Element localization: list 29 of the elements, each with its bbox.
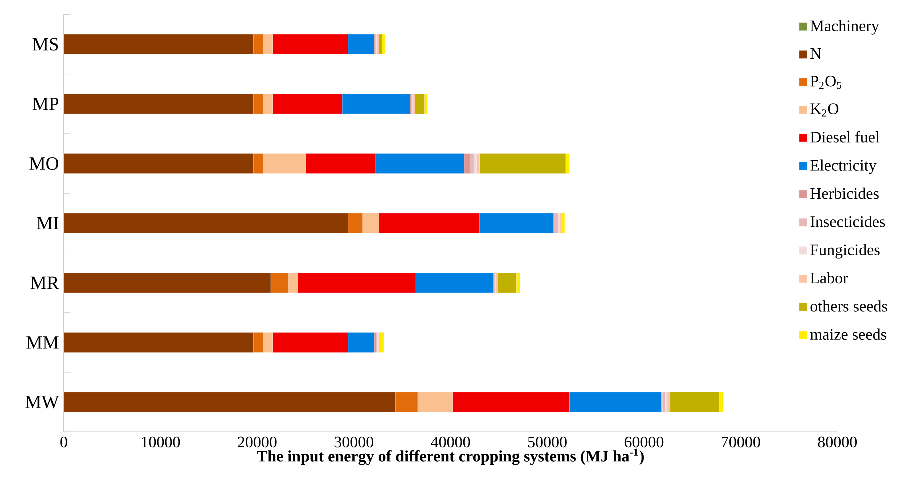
x-tick-label: 20000 — [238, 436, 277, 448]
x-tick-label: 80000 — [818, 436, 858, 448]
y-tick-label: MM — [26, 336, 59, 349]
x-tick-label: 60000 — [624, 436, 664, 448]
legend-label: others seeds — [810, 300, 888, 312]
legend-label: Diesel fuel — [810, 131, 880, 143]
x-tick-label: 40000 — [431, 436, 470, 448]
legend-label: maize seeds — [810, 328, 886, 340]
legend-label: Electricity — [810, 160, 877, 174]
y-tick-label: MR — [30, 276, 60, 290]
y-tick-label: MP — [32, 98, 59, 110]
legend-label: Labor — [810, 272, 848, 284]
y-tick-label: MI — [37, 217, 59, 230]
x-tick-label: 10000 — [142, 436, 180, 448]
x-tick-label: 0 — [60, 436, 68, 448]
legend-label: Fungicides — [810, 244, 880, 259]
legend-label: Insecticides — [810, 216, 886, 228]
x-tick-label: 30000 — [334, 436, 374, 448]
legend-label: Herbicides — [810, 188, 879, 200]
legend-label: P$_{2}$O$_{5}$ — [810, 76, 842, 90]
legend-label: K$_{2}$O — [810, 104, 839, 117]
x-tick-label: 50000 — [528, 436, 567, 448]
legend-label: Machinery — [810, 20, 880, 35]
legend-label: N — [810, 48, 822, 59]
y-tick-label: MS — [32, 38, 58, 51]
y-tick-label: MW — [26, 396, 60, 409]
x-tick-label: 70000 — [722, 436, 760, 448]
y-tick-label: MO — [30, 157, 59, 170]
x-axis-title: The input energy of different cropping systems (MJ ha$^{-1}$) — [257, 448, 644, 466]
